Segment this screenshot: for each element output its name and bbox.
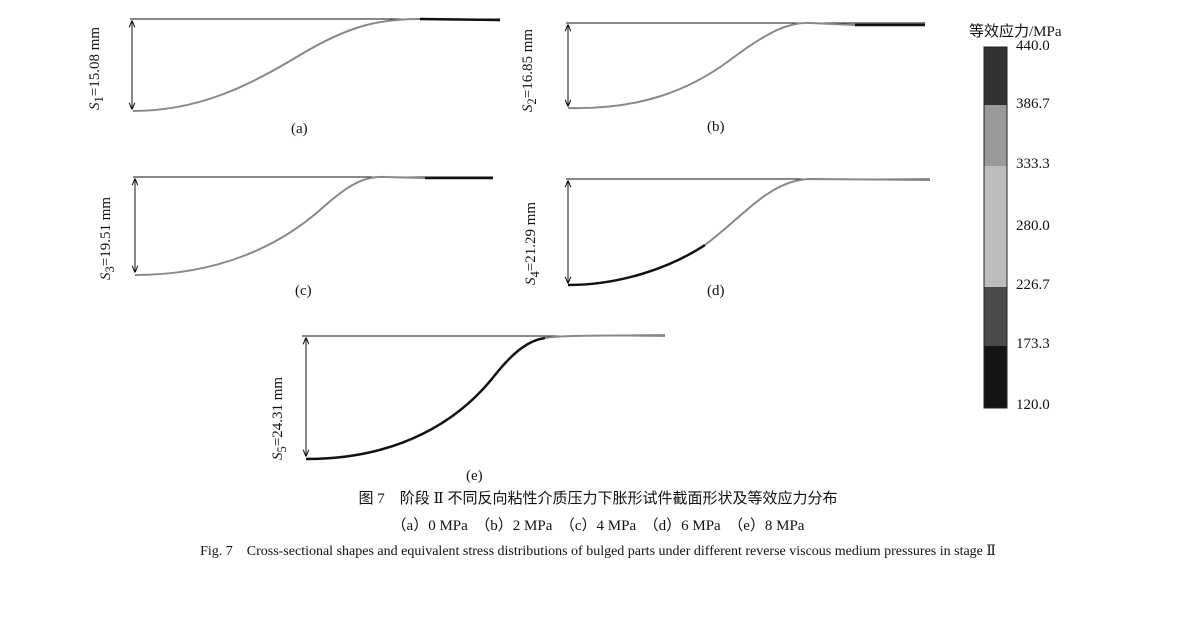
colorbar-tick: 173.3 [1016,336,1050,352]
symbol: S [520,104,536,113]
panel-d-depth-label: S4=21.29 mm [523,202,543,285]
colorbar-tick: 386.7 [1016,96,1050,112]
subscript: 2 [525,98,539,105]
depth-value: =24.31 mm [270,376,286,447]
depth-value: =19.51 mm [98,196,114,267]
colorbar [983,46,1008,409]
panel-c-depth-label: S3=19.51 mm [98,197,118,280]
colorbar-tick: 440.0 [1016,38,1050,54]
subscript: 1 [92,96,106,103]
caption-english: Fig. 7 Cross-sectional shapes and equiva… [200,544,996,559]
panel-b-depth-label: S2=16.85 mm [520,29,540,112]
caption-subpanels: （a）0 MPa （b）2 MPa （c）4 MPa （d）6 MPa （e）8… [391,518,805,534]
caption-chinese: 图 7 阶段 Ⅱ 不同反向粘性介质压力下胀形试件截面形状及等效应力分布 [358,491,838,507]
depth-value: =15.08 mm [87,26,103,97]
subscript: 5 [275,446,289,453]
symbol: S [98,272,114,281]
panel-e-label: (e) [466,468,483,484]
depth-value: =21.29 mm [523,201,539,272]
panel-c-label: (c) [295,283,312,299]
subscript: 3 [103,266,117,273]
colorbar-tick: 333.3 [1016,156,1050,172]
panel-a-label: (a) [291,121,308,137]
colorbar-tick: 120.0 [1016,397,1050,413]
panel-d-label: (d) [707,283,725,299]
panel-b-label: (b) [707,119,725,135]
panel-d-shape [566,177,931,287]
colorbar-tick: 280.0 [1016,218,1050,234]
panel-a-depth-label: S1=15.08 mm [87,27,107,110]
symbol: S [523,277,539,286]
subscript: 4 [528,271,542,278]
symbol: S [87,102,103,111]
panel-c-shape [133,175,493,276]
panel-e-depth-label: S5=24.31 mm [270,377,290,460]
panel-b-shape [566,21,925,110]
depth-value: =16.85 mm [520,28,536,99]
colorbar-title: 等效应力/MPa [969,24,1062,40]
symbol: S [270,452,286,461]
panel-e-shape [302,334,666,461]
colorbar-tick: 226.7 [1016,277,1050,293]
panel-a-shape [130,17,501,112]
